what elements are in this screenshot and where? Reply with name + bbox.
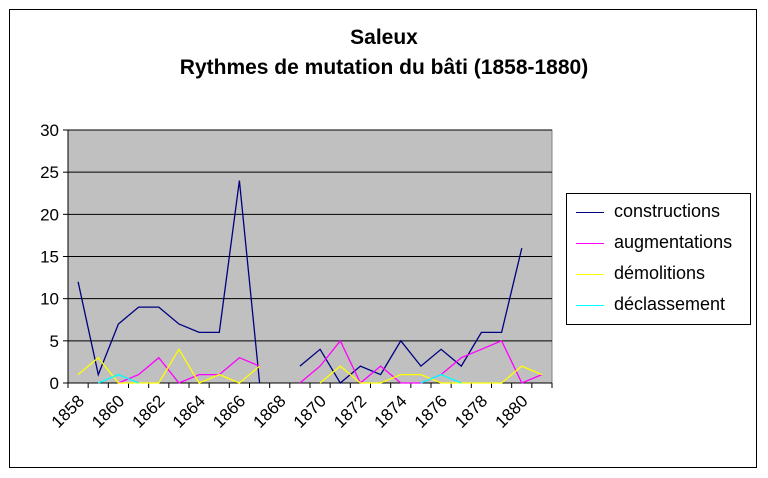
legend: constructions augmentations démolitions déc… bbox=[566, 193, 751, 325]
chart-subtitle: Rythmes de mutation du bâti (1858-1880) bbox=[179, 56, 589, 79]
y-tick-label: 0 bbox=[50, 374, 59, 393]
x-tick-label: 1880 bbox=[491, 391, 531, 431]
legend-item: constructions bbox=[567, 200, 750, 224]
x-tick-label: 1870 bbox=[290, 391, 330, 431]
legend-item: démolitions bbox=[567, 262, 750, 286]
x-tick-label: 1864 bbox=[169, 391, 209, 431]
y-tick-label: 15 bbox=[40, 248, 59, 267]
x-tick-label: 1858 bbox=[48, 391, 88, 431]
chart-title: Saleux bbox=[350, 26, 418, 49]
legend-label: déclassement bbox=[614, 294, 726, 314]
y-tick-label: 10 bbox=[40, 290, 59, 309]
legend-label: augmentations bbox=[614, 232, 733, 252]
y-tick-label: 25 bbox=[40, 163, 59, 182]
x-tick-label: 1874 bbox=[370, 391, 410, 431]
y-tick-label: 5 bbox=[50, 332, 59, 351]
legend-label: constructions bbox=[614, 201, 721, 221]
series-line-démolitions bbox=[77, 348, 543, 384]
series-line-constructions bbox=[77, 180, 523, 384]
legend-swatch bbox=[576, 212, 604, 213]
y-tick-label: 30 bbox=[40, 121, 59, 140]
x-tick-label: 1866 bbox=[209, 391, 249, 431]
x-tick-label: 1876 bbox=[411, 391, 451, 431]
y-tick-label: 20 bbox=[40, 205, 59, 224]
legend-item: déclassement bbox=[567, 293, 750, 317]
x-tick-label: 1868 bbox=[249, 391, 289, 431]
x-tick-label: 1878 bbox=[451, 391, 491, 431]
legend-item: augmentations bbox=[567, 231, 750, 255]
x-tick-label: 1862 bbox=[128, 391, 168, 431]
legend-swatch bbox=[576, 274, 604, 275]
legend-swatch bbox=[576, 305, 604, 306]
x-tick-label: 1872 bbox=[330, 391, 370, 431]
legend-label: démolitions bbox=[614, 263, 706, 283]
legend-swatch bbox=[576, 243, 604, 244]
x-tick-label: 1860 bbox=[88, 391, 128, 431]
